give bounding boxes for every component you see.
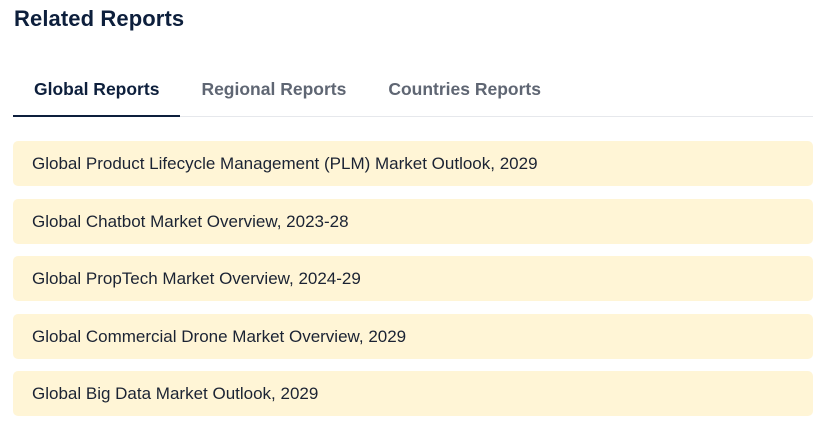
report-tabs: Global Reports Regional Reports Countrie… xyxy=(13,66,813,117)
report-link[interactable]: Global Chatbot Market Overview, 2023-28 xyxy=(13,198,813,244)
report-link[interactable]: Global PropTech Market Overview, 2024-29 xyxy=(13,256,813,301)
report-link[interactable]: Global Commercial Drone Market Overview,… xyxy=(13,313,813,359)
report-link[interactable]: Global Product Lifecycle Management (PLM… xyxy=(13,141,813,186)
tab-global-reports[interactable]: Global Reports xyxy=(13,66,181,117)
report-list: Global Product Lifecycle Management (PLM… xyxy=(13,141,813,429)
section-title: Related Reports xyxy=(14,6,185,31)
report-link[interactable]: Global Big Data Market Outlook, 2029 xyxy=(13,371,813,416)
tab-regional-reports[interactable]: Regional Reports xyxy=(201,79,347,99)
tab-countries-reports[interactable]: Countries Reports xyxy=(388,79,541,99)
